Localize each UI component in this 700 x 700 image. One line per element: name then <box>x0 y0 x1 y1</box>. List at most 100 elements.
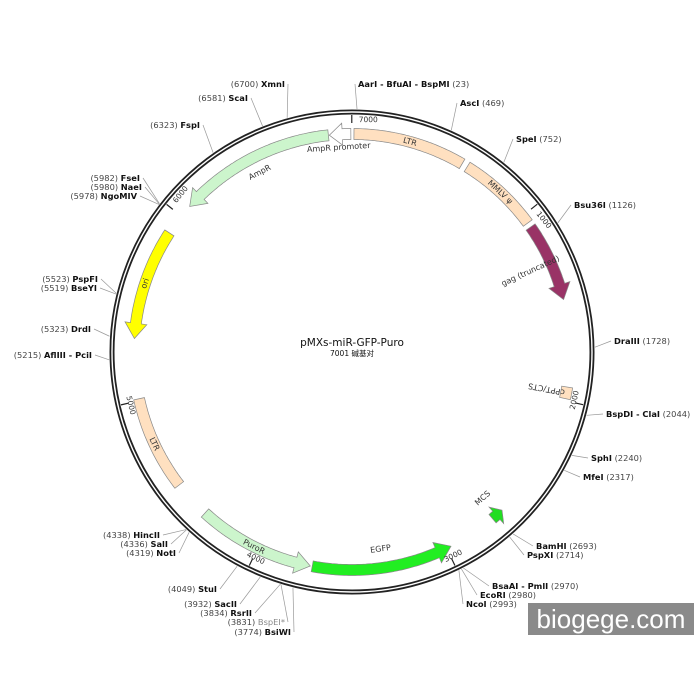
site-leader-line <box>178 532 190 554</box>
site-name: NotI <box>156 548 176 558</box>
site-name: NaeI <box>121 182 142 192</box>
site-bspdi-clai[interactable]: BspDI - ClaI (2044) <box>586 409 691 419</box>
tick-label: 5000 <box>124 395 137 416</box>
site-hincii[interactable]: (4338) HincII <box>103 529 187 540</box>
feature-ampr[interactable]: AmpR <box>189 129 330 207</box>
site-aari-bfuai-bspmi[interactable]: AarI - BfuAI - BspMI (23) <box>354 79 469 110</box>
site-label: AarI - BfuAI - BspMI (23) <box>358 79 469 89</box>
tick-mark <box>166 203 174 210</box>
site-label: DraIII (1728) <box>614 336 670 346</box>
site-name: BsiWI <box>265 627 291 637</box>
feature-ori[interactable]: ori <box>124 229 175 340</box>
feature-cppt-cts[interactable]: cPPT/CTS <box>527 381 573 401</box>
site-label: SphI (2240) <box>591 453 642 463</box>
site-stui[interactable]: (4049) StuI <box>168 565 238 594</box>
site-rsrii[interactable]: (3834) RsrII <box>200 583 281 618</box>
tick-label: 7000 <box>359 115 378 124</box>
site-noti[interactable]: (4319) NotI <box>126 532 190 558</box>
site-scai[interactable]: (6581) ScaI <box>198 93 263 127</box>
site-label: AscI (469) <box>460 98 504 108</box>
site-leader-line <box>94 354 110 361</box>
site-name: SphI <box>591 453 612 463</box>
feature-shape <box>463 161 533 227</box>
feature-mmlv-[interactable]: MMLV ψ <box>463 161 533 227</box>
feature-shape <box>124 229 175 340</box>
plasmid-name: pMXs-miR-GFP-Puro <box>300 337 404 349</box>
site-label: NcoI (2993) <box>466 599 517 609</box>
site-bseyi[interactable]: (5519) BseYI <box>41 283 117 295</box>
site-label: MfeI (2317) <box>583 472 634 482</box>
site-leader-line <box>461 568 478 596</box>
feature-ampr-promoter[interactable]: AmpR promoter <box>307 122 372 154</box>
site-position: (4336) <box>120 539 148 549</box>
site-sphi[interactable]: SphI (2240) <box>571 453 642 463</box>
site-draiii[interactable]: DraIII (1728) <box>594 336 670 348</box>
site-bspei-[interactable]: (3831) BspEI* <box>228 584 289 627</box>
site-name: DraIII <box>614 336 640 346</box>
site-leader-line <box>139 195 160 205</box>
site-fspi[interactable]: (6323) FspI <box>150 120 214 153</box>
site-xmni[interactable]: (6700) XmnI <box>231 79 289 118</box>
site-label: EcoRI (2980) <box>480 590 536 600</box>
site-leader-line <box>571 455 589 459</box>
site-leader-line <box>286 83 289 118</box>
site-name: BspDI - ClaI <box>606 409 660 419</box>
site-pspfi[interactable]: (5523) PspFI <box>42 274 117 294</box>
feature-egfp[interactable]: EGFP <box>310 542 452 576</box>
site-bsiwi[interactable]: (3774) BsiWI <box>234 587 295 637</box>
site-pspxi[interactable]: PspXI (2714) <box>509 536 584 560</box>
site-leader-line <box>93 328 110 337</box>
site-leader-line <box>144 186 160 205</box>
feature-shape <box>200 508 311 574</box>
feature-shape <box>133 397 185 489</box>
site-mfei[interactable]: MfeI (2317) <box>564 470 634 482</box>
site-leader-line <box>100 278 117 294</box>
feature-ltr[interactable]: LTR <box>133 397 185 489</box>
site-position: (5982) <box>90 173 118 183</box>
site-label: (4049) StuI <box>168 584 217 594</box>
site-sali[interactable]: (4336) SalI <box>120 529 187 549</box>
site-bsu36i[interactable]: Bsu36I (1126) <box>557 200 636 224</box>
feature-ltr[interactable]: LTR <box>353 128 466 170</box>
site-position: (3834) <box>200 608 228 618</box>
site-ngomiv[interactable]: (5978) NgoMIV <box>70 191 160 205</box>
site-name: RsrII <box>230 608 252 618</box>
site-label: (3834) RsrII <box>200 608 252 618</box>
site-label: (5978) NgoMIV <box>70 191 137 201</box>
site-bsaai-pmli[interactable]: BsaAI - PmlI (2970) <box>463 567 578 591</box>
tick-label: 6000 <box>171 184 190 205</box>
feature-label: cPPT/CTS <box>527 381 565 397</box>
site-ecori[interactable]: EcoRI (2980) <box>461 568 536 600</box>
site-spei[interactable]: SpeI (752) <box>503 134 562 163</box>
site-leader-line <box>509 536 525 556</box>
site-label: (6323) FspI <box>150 120 200 130</box>
site-leader-line <box>292 587 295 633</box>
site-name: FseI <box>121 173 140 183</box>
feature-shape <box>328 122 352 146</box>
site-name: NcoI <box>466 599 487 609</box>
site-name: NgoMIV <box>101 191 138 201</box>
site-leader-line <box>564 470 581 478</box>
feature-label: AmpR promoter <box>307 141 372 154</box>
site-naei[interactable]: (5980) NaeI <box>91 182 160 205</box>
site-label: (3774) BsiWI <box>234 627 291 637</box>
site-drdi[interactable]: (5323) DrdI <box>41 324 110 337</box>
site-label: PspXI (2714) <box>527 550 584 560</box>
feature-mcs[interactable]: MCS <box>473 489 505 525</box>
feature-label: LTR <box>402 136 418 148</box>
backbone-ring <box>109 109 595 595</box>
site-sacii[interactable]: (3932) SacII <box>184 576 261 609</box>
site-label: (5523) PspFI <box>42 274 98 284</box>
site-label: (6700) XmnI <box>231 79 285 89</box>
site-afliii-pcii[interactable]: (5215) AflIII - PciI <box>14 350 110 361</box>
site-bamhi[interactable]: BamHI (2693) <box>512 533 597 551</box>
site-position: (2317) <box>606 472 634 482</box>
ring-gap <box>111 111 593 593</box>
feature-puror[interactable]: PuroR <box>200 508 311 574</box>
restriction-sites: (6700) XmnI (6581) ScaI (6323) FspI (5982) … <box>14 79 690 637</box>
site-name: EcoRI <box>480 590 506 600</box>
site-asci[interactable]: AscI (469) <box>450 98 504 131</box>
site-ncoi[interactable]: NcoI (2993) <box>458 570 517 609</box>
site-fsei[interactable]: (5982) FseI <box>90 173 160 204</box>
